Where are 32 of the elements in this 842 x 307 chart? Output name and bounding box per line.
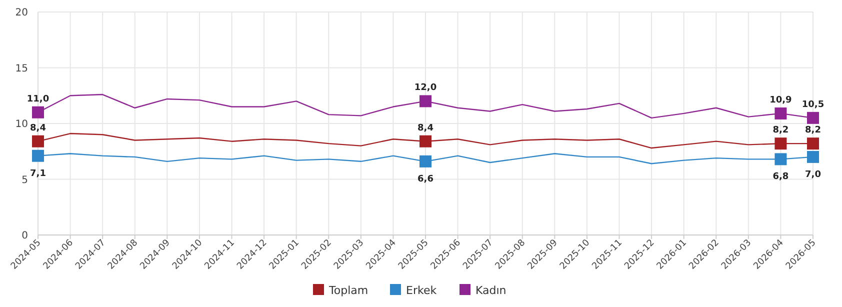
- legend-label: Kadın: [476, 284, 506, 297]
- point: [420, 135, 432, 148]
- point: [807, 138, 819, 150]
- point: [32, 135, 44, 148]
- data-label: 10,5: [802, 100, 824, 110]
- point: [807, 112, 819, 124]
- data-label: 6,6: [418, 174, 434, 184]
- point: [774, 138, 787, 150]
- point: [807, 150, 819, 163]
- point: [32, 106, 44, 118]
- legend-label: Toplam: [328, 284, 368, 297]
- data-label: 8,4: [30, 123, 46, 134]
- point: [420, 155, 432, 168]
- data-label: 8,2: [772, 126, 789, 136]
- data-label: 12,0: [414, 83, 437, 94]
- legend-label: Erkek: [406, 284, 438, 297]
- data-label: 7,0: [805, 170, 821, 180]
- point: [420, 95, 432, 108]
- data-label: 10,9: [770, 95, 792, 106]
- data-label: 8,4: [418, 123, 434, 134]
- y-tick-label: 0: [22, 230, 28, 242]
- y-tick-label: 5: [22, 174, 28, 186]
- data-label: 7,1: [30, 168, 46, 179]
- data-label: 8,2: [805, 126, 821, 136]
- data-label: 6,8: [772, 172, 789, 182]
- y-tick-label: 20: [15, 8, 28, 18]
- point: [774, 153, 787, 166]
- point: [774, 107, 787, 120]
- point: [32, 150, 44, 162]
- y-tick-label: 10: [15, 119, 28, 130]
- data-label: 11,0: [26, 94, 50, 104]
- y-tick-label: 15: [15, 63, 28, 74]
